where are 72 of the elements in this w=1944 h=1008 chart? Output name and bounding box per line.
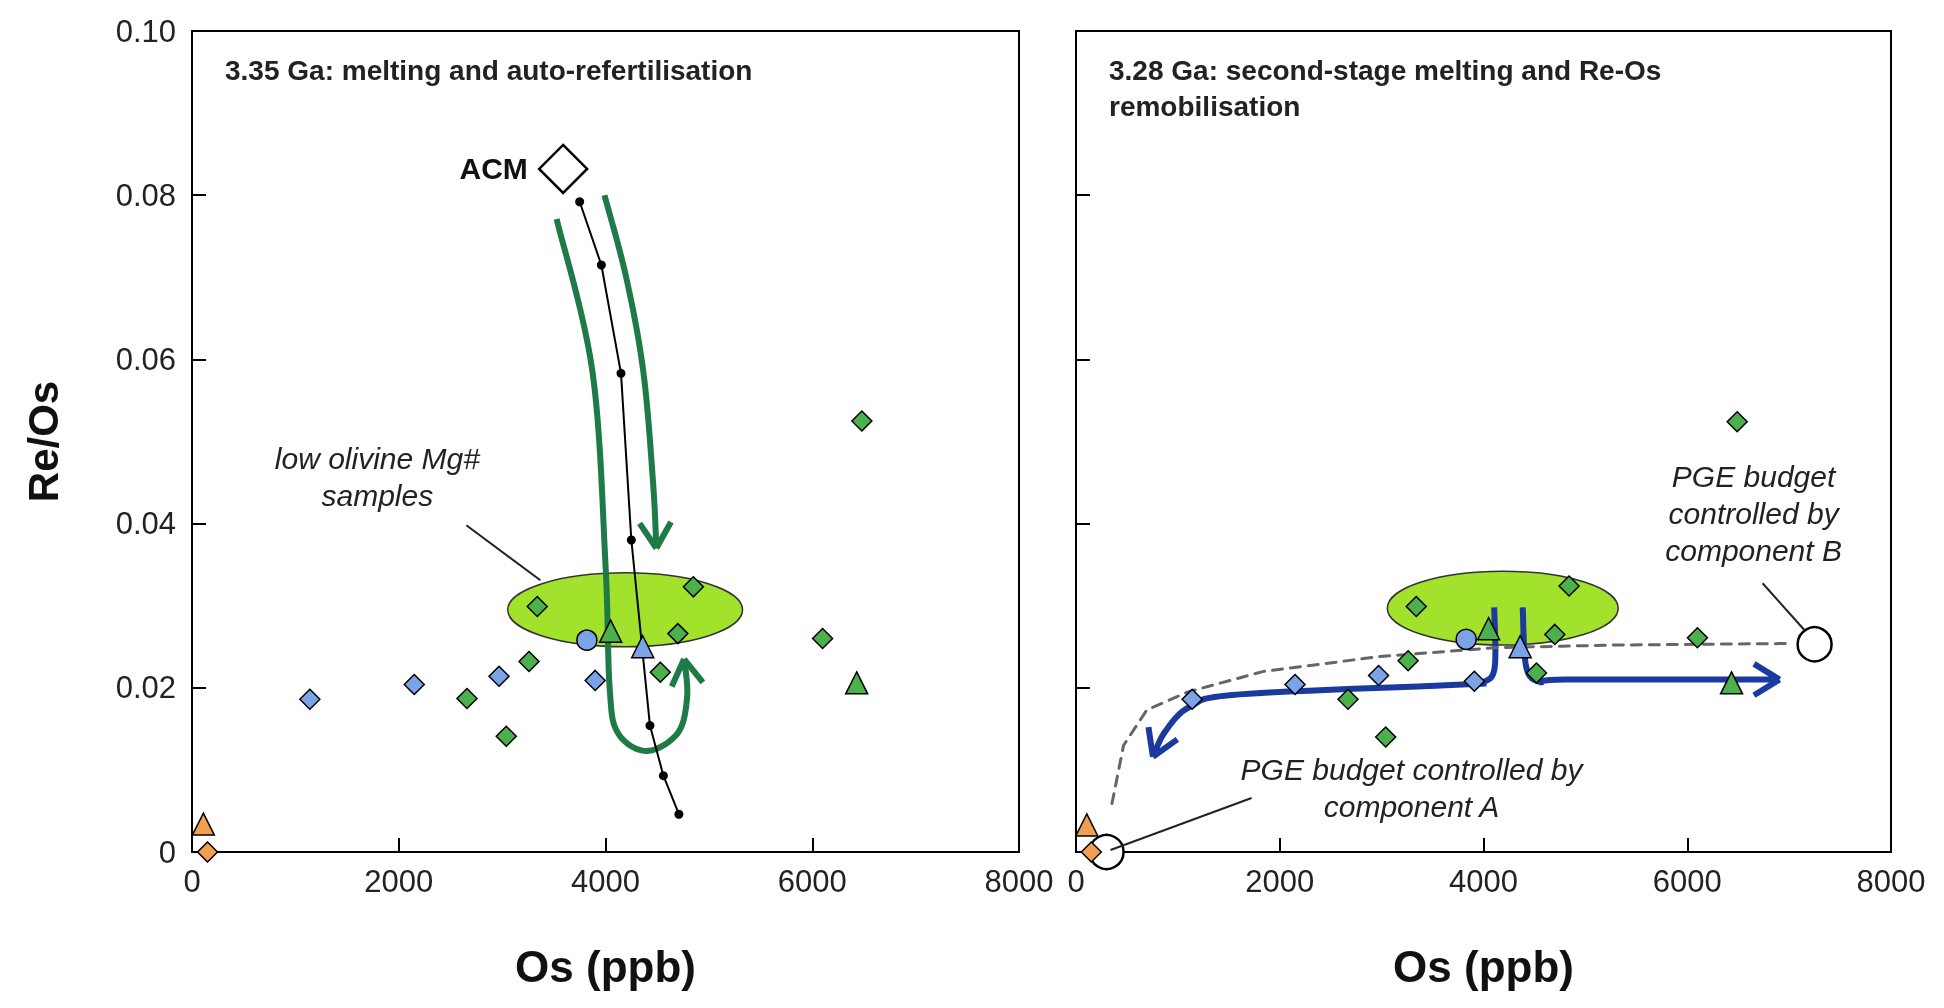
y-tick-label: 0.06 xyxy=(115,341,176,377)
point xyxy=(645,721,655,731)
annotation: PGE budget controlled by component A xyxy=(1239,752,1585,825)
point xyxy=(537,143,589,195)
point xyxy=(811,627,834,650)
x-axis-title: Os (ppb) xyxy=(1393,941,1574,991)
x-tick-label: 8000 xyxy=(984,864,1054,899)
text: 3.28 Ga: second-stage melting and Re-Os remobilisation xyxy=(1109,54,1670,122)
point xyxy=(1337,688,1359,711)
point xyxy=(488,665,510,688)
point xyxy=(495,725,518,747)
x-tick-label: 6000 xyxy=(777,864,847,899)
point xyxy=(1367,664,1390,687)
point xyxy=(1525,662,1548,684)
y-tick-label: 0.02 xyxy=(115,670,176,706)
x-tick-label: 0 xyxy=(1067,864,1085,899)
point xyxy=(1374,726,1397,748)
point xyxy=(1726,411,1748,433)
point xyxy=(1080,841,1103,863)
point xyxy=(518,650,540,673)
x-tick-label: 2000 xyxy=(1245,864,1315,899)
point xyxy=(844,671,869,695)
point xyxy=(576,629,598,651)
point xyxy=(456,687,478,710)
point xyxy=(196,841,219,863)
x-tick-label: 6000 xyxy=(1652,864,1722,899)
point xyxy=(1686,626,1709,649)
point xyxy=(526,595,549,618)
y-tick-label: 0 xyxy=(158,834,176,870)
point xyxy=(598,619,623,643)
y-tick-label: 0.10 xyxy=(115,13,176,49)
x-tick-label: 8000 xyxy=(1856,864,1926,899)
point xyxy=(649,661,672,683)
annotation: PGE budget controlled by component B xyxy=(1664,458,1843,569)
point xyxy=(1558,575,1580,597)
point xyxy=(1719,671,1744,695)
point xyxy=(1476,616,1501,641)
point xyxy=(674,809,684,819)
point xyxy=(658,771,668,781)
x-tick-label: 4000 xyxy=(571,864,640,899)
point xyxy=(1075,813,1099,837)
point xyxy=(1284,673,1306,696)
point xyxy=(596,260,606,270)
series-label: ACM xyxy=(459,152,528,186)
point xyxy=(1405,595,1428,618)
point xyxy=(1455,628,1477,651)
point xyxy=(1463,670,1486,692)
point xyxy=(626,535,636,545)
point xyxy=(575,197,585,207)
point xyxy=(1181,688,1203,711)
annotation: low olivine Mg# samples xyxy=(273,441,482,515)
point xyxy=(584,669,606,692)
point xyxy=(616,368,626,378)
point xyxy=(667,622,689,645)
text: 3.35 Ga: melting and auto-refertilisation xyxy=(225,54,753,86)
point xyxy=(191,812,216,836)
y-tick-label: 0.04 xyxy=(115,506,176,542)
point xyxy=(1508,635,1532,659)
x-tick-label: 0 xyxy=(183,864,201,899)
point xyxy=(630,635,655,659)
x-tick-label: 4000 xyxy=(1449,864,1518,899)
point xyxy=(1397,649,1419,672)
x-axis-title: Os (ppb) xyxy=(515,941,696,991)
point xyxy=(403,673,426,696)
point xyxy=(682,576,705,598)
point xyxy=(851,410,873,432)
point xyxy=(1796,626,1833,663)
y-axis-title: Re/Os xyxy=(19,380,67,503)
point xyxy=(1544,623,1566,646)
y-tick-label: 0.08 xyxy=(115,177,176,213)
point xyxy=(299,688,321,711)
x-tick-label: 2000 xyxy=(364,864,434,899)
